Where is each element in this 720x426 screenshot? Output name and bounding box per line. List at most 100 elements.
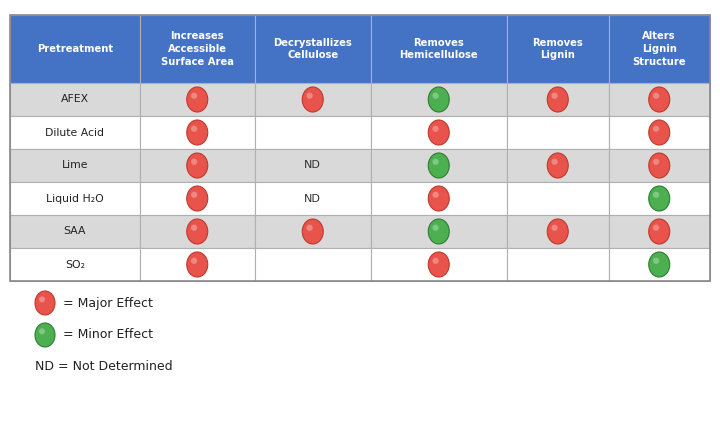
Ellipse shape: [649, 153, 670, 178]
Bar: [255, 182, 371, 215]
Bar: [140, 83, 255, 116]
Bar: [608, 116, 710, 149]
Ellipse shape: [186, 219, 208, 244]
Bar: [608, 182, 710, 215]
Bar: [10, 215, 140, 248]
Bar: [10, 15, 710, 281]
Bar: [140, 149, 255, 182]
Bar: [371, 215, 507, 248]
Text: SAA: SAA: [63, 227, 86, 236]
Ellipse shape: [433, 258, 438, 264]
Ellipse shape: [649, 219, 670, 244]
Bar: [371, 149, 507, 182]
Ellipse shape: [433, 192, 438, 198]
Ellipse shape: [307, 92, 312, 99]
Bar: [140, 116, 255, 149]
Ellipse shape: [39, 328, 45, 334]
Ellipse shape: [428, 252, 449, 277]
Ellipse shape: [191, 92, 197, 99]
Ellipse shape: [653, 158, 660, 165]
Ellipse shape: [302, 87, 323, 112]
Text: Decrystallizes
Cellulose: Decrystallizes Cellulose: [274, 37, 352, 60]
Bar: [255, 248, 371, 281]
Ellipse shape: [428, 186, 449, 211]
Bar: [140, 182, 255, 215]
Ellipse shape: [186, 153, 208, 178]
Ellipse shape: [191, 225, 197, 231]
Text: Removes
Hemicellulose: Removes Hemicellulose: [400, 37, 478, 60]
Bar: [140, 15, 255, 83]
Bar: [10, 15, 140, 83]
Text: SO₂: SO₂: [65, 259, 85, 270]
Ellipse shape: [433, 126, 438, 132]
Bar: [608, 149, 710, 182]
Text: Removes
Lignin: Removes Lignin: [532, 37, 583, 60]
Text: ND: ND: [305, 193, 321, 204]
Bar: [507, 15, 608, 83]
Bar: [255, 215, 371, 248]
Ellipse shape: [302, 219, 323, 244]
Text: = Minor Effect: = Minor Effect: [63, 328, 153, 342]
Text: ND: ND: [305, 161, 321, 170]
Text: Liquid H₂O: Liquid H₂O: [46, 193, 104, 204]
Ellipse shape: [653, 192, 660, 198]
Ellipse shape: [653, 225, 660, 231]
Ellipse shape: [186, 186, 208, 211]
Bar: [608, 215, 710, 248]
Ellipse shape: [649, 186, 670, 211]
Text: Increases
Accessible
Surface Area: Increases Accessible Surface Area: [161, 31, 234, 67]
Bar: [608, 248, 710, 281]
Ellipse shape: [552, 225, 558, 231]
Bar: [507, 116, 608, 149]
Text: Pretreatment: Pretreatment: [37, 44, 113, 54]
Bar: [10, 248, 140, 281]
Bar: [608, 15, 710, 83]
Ellipse shape: [186, 252, 208, 277]
Bar: [371, 248, 507, 281]
Bar: [10, 83, 140, 116]
Bar: [371, 182, 507, 215]
Ellipse shape: [35, 291, 55, 315]
Bar: [507, 215, 608, 248]
Bar: [608, 83, 710, 116]
Ellipse shape: [547, 153, 568, 178]
Ellipse shape: [547, 219, 568, 244]
Ellipse shape: [649, 252, 670, 277]
Bar: [255, 116, 371, 149]
Ellipse shape: [39, 296, 45, 302]
Ellipse shape: [191, 126, 197, 132]
Text: ND = Not Determined: ND = Not Determined: [35, 360, 173, 374]
Ellipse shape: [186, 120, 208, 145]
Bar: [10, 116, 140, 149]
Text: Dilute Acid: Dilute Acid: [45, 127, 104, 138]
Ellipse shape: [552, 92, 558, 99]
Ellipse shape: [649, 120, 670, 145]
Ellipse shape: [186, 87, 208, 112]
Bar: [371, 15, 507, 83]
Bar: [255, 83, 371, 116]
Ellipse shape: [428, 153, 449, 178]
Ellipse shape: [433, 158, 438, 165]
Text: = Major Effect: = Major Effect: [63, 296, 153, 310]
Bar: [371, 83, 507, 116]
Bar: [255, 15, 371, 83]
Ellipse shape: [428, 87, 449, 112]
Bar: [507, 83, 608, 116]
Bar: [10, 149, 140, 182]
Text: Alters
Lignin
Structure: Alters Lignin Structure: [632, 31, 686, 67]
Ellipse shape: [653, 126, 660, 132]
Ellipse shape: [191, 192, 197, 198]
Ellipse shape: [191, 158, 197, 165]
Bar: [10, 182, 140, 215]
Ellipse shape: [35, 323, 55, 347]
Text: Lime: Lime: [61, 161, 88, 170]
Ellipse shape: [433, 92, 438, 99]
Bar: [140, 215, 255, 248]
Ellipse shape: [191, 258, 197, 264]
Bar: [507, 248, 608, 281]
Ellipse shape: [428, 219, 449, 244]
Bar: [140, 248, 255, 281]
Ellipse shape: [653, 258, 660, 264]
Text: AFEX: AFEX: [60, 95, 89, 104]
Bar: [507, 182, 608, 215]
